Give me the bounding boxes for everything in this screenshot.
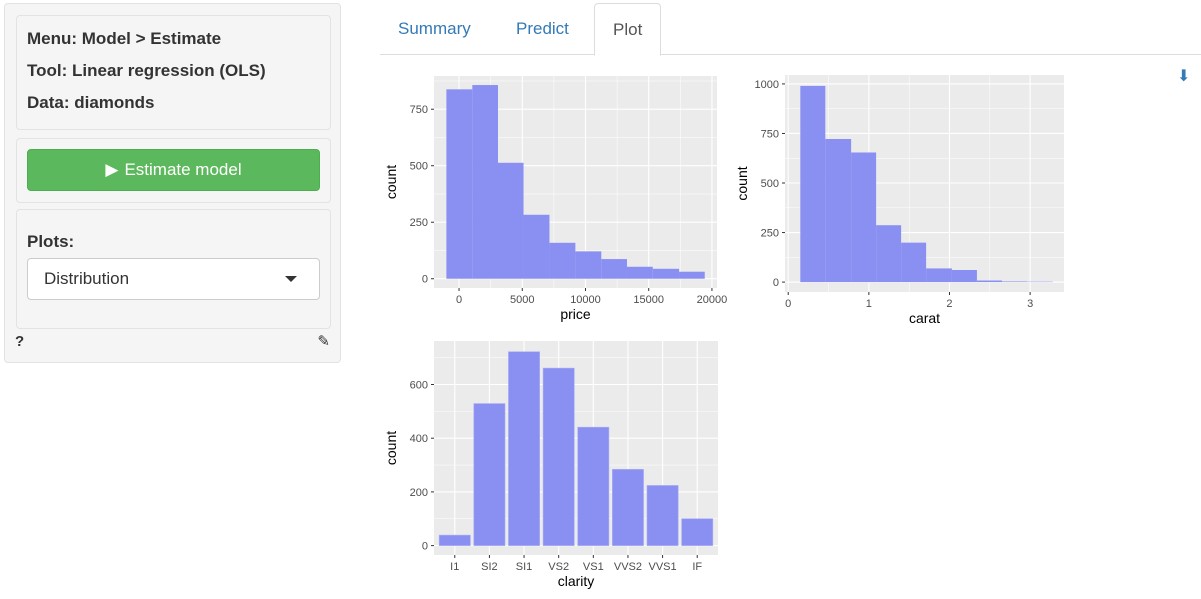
bar xyxy=(825,139,852,283)
bar xyxy=(1001,281,1027,283)
y-axis-label: count xyxy=(383,165,399,199)
bar xyxy=(851,152,877,283)
bar xyxy=(473,403,506,546)
x-tick-label: 0 xyxy=(785,298,791,310)
x-tick-label: VVS2 xyxy=(614,561,642,573)
tab-summary[interactable]: Summary xyxy=(398,19,471,38)
bar xyxy=(876,225,902,283)
y-axis-label: count xyxy=(383,431,399,465)
bar xyxy=(951,270,977,283)
plots-label: Plots: xyxy=(27,232,75,251)
button-panel: ▶ Estimate model xyxy=(16,138,331,203)
x-axis-label: carat xyxy=(909,310,940,326)
tool-text: Tool: Linear regression (OLS) xyxy=(27,61,266,80)
x-tick-label: 5000 xyxy=(510,294,534,306)
y-tick-label: 1000 xyxy=(755,79,779,91)
x-tick-label: VVS1 xyxy=(649,561,677,573)
bar xyxy=(679,271,705,279)
x-axis-label: price xyxy=(560,306,591,322)
plots-panel: Plots: Distribution xyxy=(16,209,331,329)
bar xyxy=(626,266,653,279)
y-axis-label: count xyxy=(734,166,750,200)
x-tick-label: 10000 xyxy=(570,294,601,306)
help-icon[interactable]: ? xyxy=(15,333,25,350)
plots-select[interactable]: Distribution xyxy=(27,258,320,300)
x-tick-label: IF xyxy=(692,561,702,573)
chart-price: 0 250 500 750 0 5000 10000 15000 20000 price count xyxy=(383,76,727,322)
y-tick-label: 500 xyxy=(410,161,428,173)
bar xyxy=(438,534,471,546)
bar xyxy=(646,485,679,546)
bar xyxy=(612,469,644,546)
bar xyxy=(800,85,826,283)
chart-carat: 0 250 500 750 1000 0 1 2 3 carat count xyxy=(734,75,1064,326)
bar xyxy=(549,242,576,279)
info-panel: Menu: Model > Estimate Tool: Linear regr… xyxy=(16,15,331,130)
sidebar: Menu: Model > Estimate Tool: Linear regr… xyxy=(4,3,341,363)
menu-text: Menu: Model > Estimate xyxy=(27,29,222,48)
y-tick-label: 400 xyxy=(410,433,428,445)
y-tick-label: 600 xyxy=(410,379,428,391)
y-tick-label: 0 xyxy=(422,541,428,553)
bar xyxy=(652,268,680,279)
chart-clarity: 0 200 400 600 I1 SI2 SI1 VS2 VS1 VVS2 VVS1 IF clarit… xyxy=(383,341,718,589)
y-tick-label: 750 xyxy=(761,128,779,140)
estimate-label: Estimate model xyxy=(124,160,242,179)
download-icon[interactable]: ⬇ xyxy=(1177,68,1191,85)
y-tick-label: 750 xyxy=(410,104,428,116)
plots-select-value: Distribution xyxy=(44,269,130,288)
x-tick-label: 15000 xyxy=(633,294,664,306)
bar xyxy=(542,367,575,546)
tab-bar: Summary Predict Plot xyxy=(380,3,1201,56)
caret-down-icon xyxy=(285,276,297,282)
y-tick-label: 250 xyxy=(761,228,779,240)
x-tick-label: I1 xyxy=(450,561,459,573)
x-tick-label: VS2 xyxy=(548,561,569,573)
y-tick-label: 0 xyxy=(773,277,779,289)
bar xyxy=(976,280,1002,283)
x-tick-label: 1 xyxy=(866,298,872,310)
bar xyxy=(508,351,540,546)
bar xyxy=(577,426,610,546)
y-tick-label: 0 xyxy=(422,274,428,286)
edit-icon[interactable]: ✎ xyxy=(317,333,330,350)
tab-plot[interactable]: Plot xyxy=(594,3,662,56)
bar xyxy=(681,518,714,546)
bar xyxy=(446,89,473,279)
y-tick-label: 250 xyxy=(410,217,428,229)
x-tick-label: SI2 xyxy=(481,561,498,573)
x-axis-label: clarity xyxy=(558,573,595,589)
bar xyxy=(901,242,927,283)
x-tick-label: SI1 xyxy=(516,561,533,573)
play-icon: ▶ xyxy=(105,160,119,179)
bar xyxy=(472,85,498,279)
x-tick-label: VS1 xyxy=(583,561,604,573)
tab-predict[interactable]: Predict xyxy=(516,19,569,38)
x-tick-label: 0 xyxy=(456,294,462,306)
x-tick-label: 3 xyxy=(1027,298,1033,310)
estimate-model-button[interactable]: ▶ Estimate model xyxy=(27,149,320,191)
y-tick-label: 200 xyxy=(410,487,428,499)
x-tick-label: 20000 xyxy=(697,294,728,306)
y-tick-label: 500 xyxy=(761,178,779,190)
bar xyxy=(926,268,952,283)
bar xyxy=(523,214,550,279)
data-text: Data: diamonds xyxy=(27,93,155,112)
bar xyxy=(575,251,602,279)
bar xyxy=(497,162,524,279)
bar xyxy=(601,259,627,279)
x-tick-label: 2 xyxy=(946,298,952,310)
